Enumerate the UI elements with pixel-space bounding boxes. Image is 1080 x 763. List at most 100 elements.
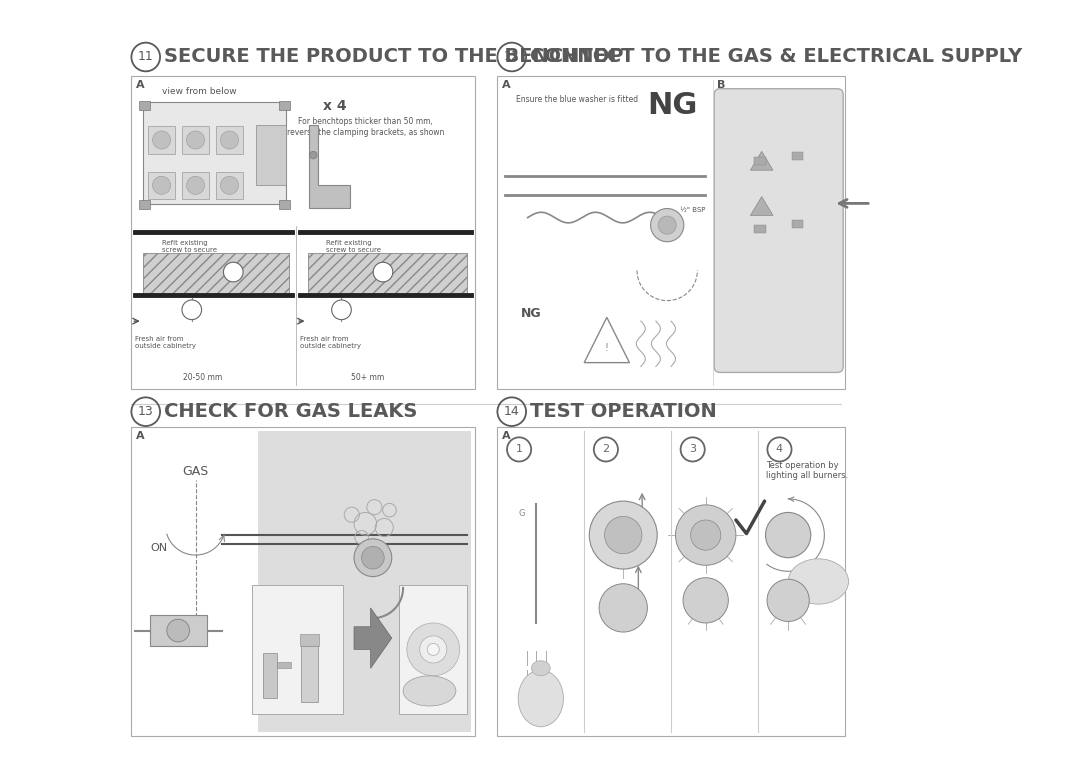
Text: 11: 11: [138, 50, 153, 63]
Text: !: !: [605, 343, 609, 353]
Bar: [400, 585, 468, 713]
Text: NG: NG: [521, 307, 542, 320]
Text: TEST OPERATION: TEST OPERATION: [530, 402, 717, 421]
Bar: [181, 127, 210, 153]
Bar: [498, 76, 845, 389]
Bar: [150, 616, 207, 645]
Text: 1: 1: [515, 444, 523, 455]
Bar: [148, 127, 175, 153]
Text: Ensure the blue washer is fitted: Ensure the blue washer is fitted: [516, 95, 638, 104]
Bar: [308, 253, 468, 295]
Polygon shape: [751, 151, 773, 170]
Circle shape: [181, 300, 202, 320]
Circle shape: [362, 546, 384, 569]
Text: 2: 2: [230, 267, 237, 277]
Text: A: A: [136, 430, 145, 440]
Bar: [498, 427, 845, 736]
Text: 1: 1: [189, 304, 194, 315]
Text: For benchtops thicker than 50 mm,
reverse the clamping brackets, as shown: For benchtops thicker than 50 mm, revers…: [286, 118, 444, 137]
Bar: [264, 653, 278, 698]
Text: SECURE THE PRODUCT TO THE BENCHTOP: SECURE THE PRODUCT TO THE BENCHTOP: [164, 47, 623, 66]
Bar: [299, 634, 320, 645]
Text: 2: 2: [380, 267, 387, 277]
Text: B: B: [717, 79, 726, 89]
Text: ON: ON: [150, 542, 167, 552]
Polygon shape: [354, 608, 392, 668]
Bar: [181, 172, 210, 199]
Circle shape: [187, 176, 204, 195]
Bar: [792, 220, 804, 228]
Text: NG: NG: [647, 91, 698, 120]
Bar: [216, 172, 243, 199]
Bar: [132, 76, 475, 389]
Bar: [139, 200, 150, 209]
Text: 1: 1: [338, 304, 345, 315]
Text: Refit existing
screw to secure
into basepan: Refit existing screw to secure into base…: [162, 240, 217, 260]
Circle shape: [683, 578, 728, 623]
Bar: [258, 430, 471, 732]
Text: 4: 4: [775, 444, 783, 455]
Bar: [278, 662, 291, 668]
Ellipse shape: [403, 676, 456, 706]
Text: CHECK FOR GAS LEAKS: CHECK FOR GAS LEAKS: [164, 402, 417, 421]
Bar: [139, 101, 150, 110]
Bar: [279, 101, 289, 110]
Circle shape: [690, 520, 720, 550]
Bar: [148, 172, 175, 199]
Bar: [754, 156, 766, 165]
Text: 14: 14: [504, 405, 519, 418]
Circle shape: [420, 636, 447, 663]
Circle shape: [332, 300, 351, 320]
Text: 13: 13: [138, 405, 153, 418]
Circle shape: [224, 262, 243, 282]
Circle shape: [310, 151, 318, 159]
Circle shape: [766, 513, 811, 558]
Circle shape: [675, 505, 735, 565]
Polygon shape: [309, 125, 350, 208]
Bar: [132, 427, 475, 736]
Circle shape: [428, 643, 440, 655]
Text: Fresh air from
outside cabinetry: Fresh air from outside cabinetry: [300, 336, 361, 349]
Text: ½" BSP: ½" BSP: [679, 207, 705, 213]
Circle shape: [152, 131, 171, 149]
Bar: [754, 224, 766, 233]
Bar: [792, 152, 804, 160]
Bar: [279, 200, 289, 209]
Circle shape: [605, 517, 642, 554]
Circle shape: [187, 131, 204, 149]
Text: x 4: x 4: [323, 99, 347, 113]
Text: Fresh air from
outside cabinetry: Fresh air from outside cabinetry: [135, 336, 197, 349]
Bar: [143, 102, 286, 204]
Text: G: G: [518, 509, 525, 518]
Circle shape: [152, 176, 171, 195]
Circle shape: [658, 216, 676, 234]
Text: A: A: [502, 430, 511, 440]
Circle shape: [354, 539, 392, 577]
Polygon shape: [751, 197, 773, 215]
Circle shape: [599, 584, 647, 632]
Text: Test operation by
lighting all burners.: Test operation by lighting all burners.: [767, 461, 849, 480]
Text: GAS: GAS: [183, 465, 208, 478]
Ellipse shape: [518, 670, 564, 727]
Text: A: A: [136, 79, 145, 89]
Text: 20-50 mm: 20-50 mm: [184, 372, 222, 382]
Text: view from below: view from below: [162, 87, 237, 96]
Bar: [301, 645, 318, 702]
Circle shape: [374, 262, 393, 282]
Bar: [256, 125, 286, 185]
Ellipse shape: [788, 559, 849, 604]
Text: 2: 2: [603, 444, 609, 455]
Bar: [143, 253, 288, 295]
Text: A: A: [502, 79, 511, 89]
FancyBboxPatch shape: [714, 89, 843, 372]
Ellipse shape: [531, 661, 550, 676]
Circle shape: [767, 579, 809, 622]
Circle shape: [407, 623, 460, 676]
Circle shape: [220, 131, 239, 149]
Text: 50+ mm: 50+ mm: [351, 372, 384, 382]
Circle shape: [167, 620, 189, 642]
Text: CONNECT TO THE GAS & ELECTRICAL SUPPLY: CONNECT TO THE GAS & ELECTRICAL SUPPLY: [530, 47, 1022, 66]
Text: 12: 12: [504, 50, 519, 63]
Bar: [216, 127, 243, 153]
Text: 3: 3: [689, 444, 697, 455]
